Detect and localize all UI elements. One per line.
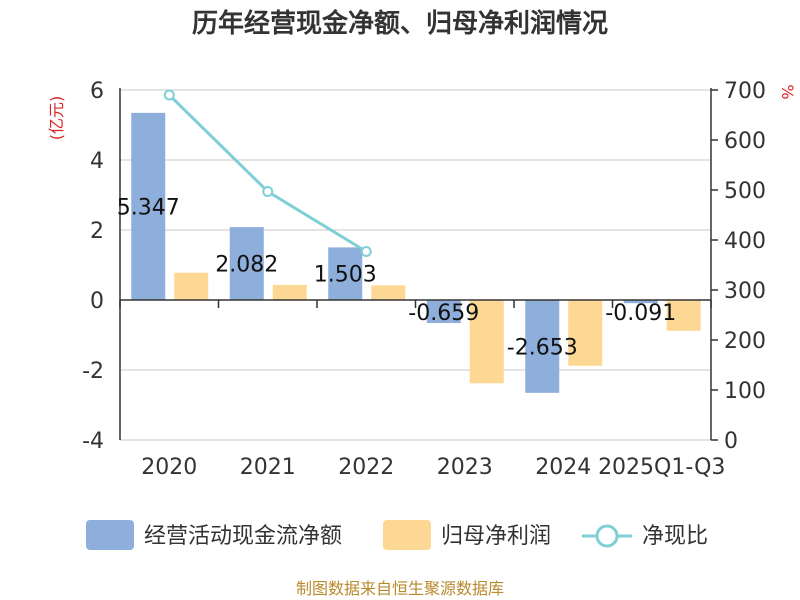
right-tick-label: 500 [724, 179, 766, 204]
x-axis-ticks: 2020 2021 2022 2023 2024 2025Q1-Q3 [141, 455, 725, 480]
left-tick-label: 6 [90, 79, 104, 104]
legend: 经营活动现金流净额 归母净利润 净现比 [86, 520, 708, 550]
x-tick-label: 2025Q1-Q3 [598, 455, 725, 480]
bar-netprofit [469, 300, 504, 384]
bar-netprofit [272, 284, 307, 300]
right-axis-unit: % [778, 84, 797, 99]
legend-swatch-cashflow [86, 520, 134, 550]
legend-swatch-netprofit [383, 520, 431, 550]
data-label-cashflow: 2.082 [215, 253, 278, 278]
chart-title: 历年经营现金净额、归母净利润情况 [192, 8, 608, 39]
data-label-cashflow: 1.503 [314, 263, 377, 288]
left-tick-label: -2 [82, 359, 104, 384]
bar-netprofit [568, 300, 603, 366]
legend-item-netprofit[interactable]: 归母净利润 [383, 520, 551, 550]
legend-marker-ratio [595, 524, 619, 548]
x-tick-label: 2020 [141, 455, 197, 480]
ratio-line [168, 93, 368, 253]
left-tick-label: 0 [90, 289, 104, 314]
right-tick-label: 300 [724, 279, 766, 304]
ratio-point [163, 89, 175, 101]
bar-cashflow [328, 247, 363, 300]
bar-netprofit [371, 285, 406, 300]
bar-cashflow [426, 300, 461, 324]
bar-cashflow [525, 300, 560, 393]
bar-netprofit [174, 272, 209, 300]
right-tick-label: 200 [724, 329, 766, 354]
bar-series [131, 112, 701, 393]
bar-netprofit [666, 300, 701, 331]
right-tick-label: 700 [724, 79, 766, 104]
legend-label-cashflow: 经营活动现金流净额 [144, 524, 342, 549]
x-tick-label: 2021 [240, 455, 296, 480]
right-tick-label: 100 [724, 379, 766, 404]
left-tick-label: 2 [90, 219, 104, 244]
right-tick-label: 600 [724, 129, 766, 154]
left-axis-unit: (亿元) [47, 96, 66, 141]
x-tick-label: 2022 [338, 455, 394, 480]
legend-label-ratio: 净现比 [642, 524, 708, 549]
x-tick-label: 2024 [535, 455, 591, 480]
right-axis-ticks: 700 600 500 400 300 200 100 0 [711, 79, 766, 454]
bar-cashflow [131, 112, 166, 300]
bar-cashflow [229, 227, 264, 300]
data-label-cashflow: -0.659 [408, 301, 479, 326]
data-labels: 5.347 2.082 1.503 -0.659 -2.653 -0.091 [117, 195, 676, 360]
x-tick-label: 2023 [437, 455, 493, 480]
line-series [163, 89, 372, 257]
source-note: 制图数据来自恒生聚源数据库 [296, 579, 504, 598]
left-tick-label: 4 [90, 149, 104, 174]
left-tick-label: -4 [82, 429, 104, 454]
grid-lines [120, 89, 711, 441]
axes [119, 88, 712, 440]
right-tick-label: 400 [724, 229, 766, 254]
legend-item-cashflow[interactable]: 经营活动现金流净额 [86, 520, 342, 550]
data-label-cashflow: -0.091 [605, 301, 676, 326]
right-tick-label: 0 [724, 429, 738, 454]
ratio-point [360, 246, 372, 257]
data-label-cashflow: -2.653 [507, 335, 578, 360]
legend-label-netprofit: 归母净利润 [441, 524, 551, 549]
left-axis-ticks: 6 4 2 0 -2 -4 [82, 79, 104, 454]
bar-cashflow [623, 300, 658, 304]
data-label-cashflow: 5.347 [117, 195, 180, 220]
legend-item-ratio[interactable]: 净现比 [582, 524, 708, 549]
ratio-point [262, 186, 274, 197]
